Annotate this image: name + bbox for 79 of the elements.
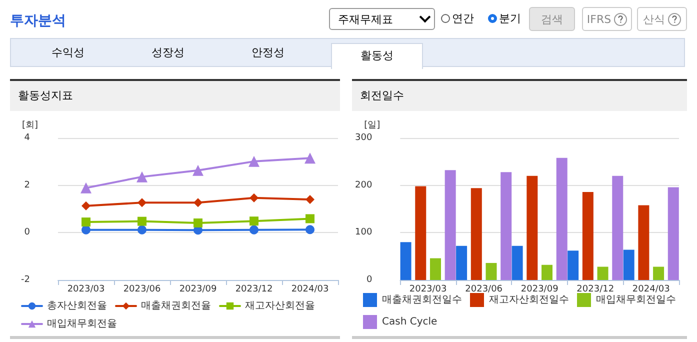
y-tick-label: 200 xyxy=(354,180,372,190)
text: 수익성 xyxy=(50,45,86,61)
bar xyxy=(568,250,579,280)
x-tick-label: 2023/09 xyxy=(179,284,217,294)
y-axis-title: [회] xyxy=(22,120,38,130)
legend-label: 재고자산회전일수 xyxy=(489,294,569,306)
y-tick-label: 0 xyxy=(24,228,30,238)
text: 안정성 xyxy=(250,45,286,61)
text: 투자분석 xyxy=(10,12,66,30)
legend-label: 재고자산회전율 xyxy=(245,300,315,312)
legend-label: 매입채무회전일수 xyxy=(596,294,676,306)
text: 검색 xyxy=(541,12,563,26)
y-tick-label: 0 xyxy=(366,275,372,285)
point xyxy=(250,225,258,234)
point xyxy=(250,216,258,226)
x-tick-label: 2024/03 xyxy=(632,284,670,294)
bar xyxy=(653,266,664,280)
point xyxy=(306,225,314,234)
point xyxy=(82,201,90,210)
point xyxy=(136,171,148,182)
bar xyxy=(556,158,568,280)
text: 성장성 xyxy=(150,45,186,61)
bar xyxy=(512,246,523,280)
point xyxy=(304,152,316,164)
y-axis-title: [일] xyxy=(364,120,380,130)
bar xyxy=(470,188,482,280)
bar xyxy=(526,176,538,280)
point xyxy=(306,195,314,204)
point xyxy=(192,164,204,176)
x-tick-label: 2023/03 xyxy=(409,284,447,294)
x-tick-label: 2023/06 xyxy=(123,284,161,294)
bar xyxy=(638,205,650,280)
legend-label: 매출채권회전율 xyxy=(141,300,211,312)
point xyxy=(248,156,260,167)
point xyxy=(138,225,146,234)
bar xyxy=(415,186,426,280)
point xyxy=(250,193,258,202)
y-tick-label: 4 xyxy=(24,133,30,143)
bar xyxy=(668,187,679,280)
point xyxy=(194,218,202,228)
x-tick-label: 2023/03 xyxy=(67,284,105,294)
point xyxy=(138,216,146,226)
text: 활동성 xyxy=(331,43,423,69)
y-tick-label: 2 xyxy=(24,180,30,190)
bar xyxy=(444,170,456,280)
y-tick-label: 100 xyxy=(354,228,372,238)
chart-title: 회전일수 xyxy=(352,81,687,111)
text: IFRS xyxy=(586,12,612,26)
text: 연간 xyxy=(452,11,474,26)
legend-label: 매출채권회전일수 xyxy=(382,294,462,306)
text: 주재무제표 xyxy=(338,13,393,26)
bar xyxy=(456,246,468,280)
x-tick-label: 2023/12 xyxy=(576,284,614,294)
legend-label: 매입채무회전율 xyxy=(47,318,117,330)
legend-label: Cash Cycle xyxy=(382,316,438,328)
text: 분기 xyxy=(499,11,521,26)
text: 산식 xyxy=(643,12,665,26)
bar xyxy=(500,172,512,280)
point xyxy=(138,198,146,208)
point xyxy=(194,198,202,208)
x-tick-label: 2024/03 xyxy=(291,284,329,294)
chart-title: 활동성지표 xyxy=(10,81,340,111)
point xyxy=(80,182,92,194)
point xyxy=(306,214,314,224)
x-tick-label: 2023/12 xyxy=(235,284,273,294)
bar xyxy=(400,242,412,280)
bar xyxy=(612,176,624,280)
bar xyxy=(597,266,608,280)
x-tick-label: 2023/09 xyxy=(520,284,559,294)
bar xyxy=(623,250,634,280)
bar xyxy=(542,264,553,280)
bar xyxy=(582,192,594,280)
y-tick-label: 300 xyxy=(354,133,372,143)
y-tick-label: -2 xyxy=(21,275,30,285)
legend-label: 총자산회전율 xyxy=(47,300,107,312)
bar xyxy=(430,258,441,280)
x-tick-label: 2023/06 xyxy=(465,284,503,294)
bar xyxy=(486,262,497,280)
point xyxy=(82,218,90,227)
